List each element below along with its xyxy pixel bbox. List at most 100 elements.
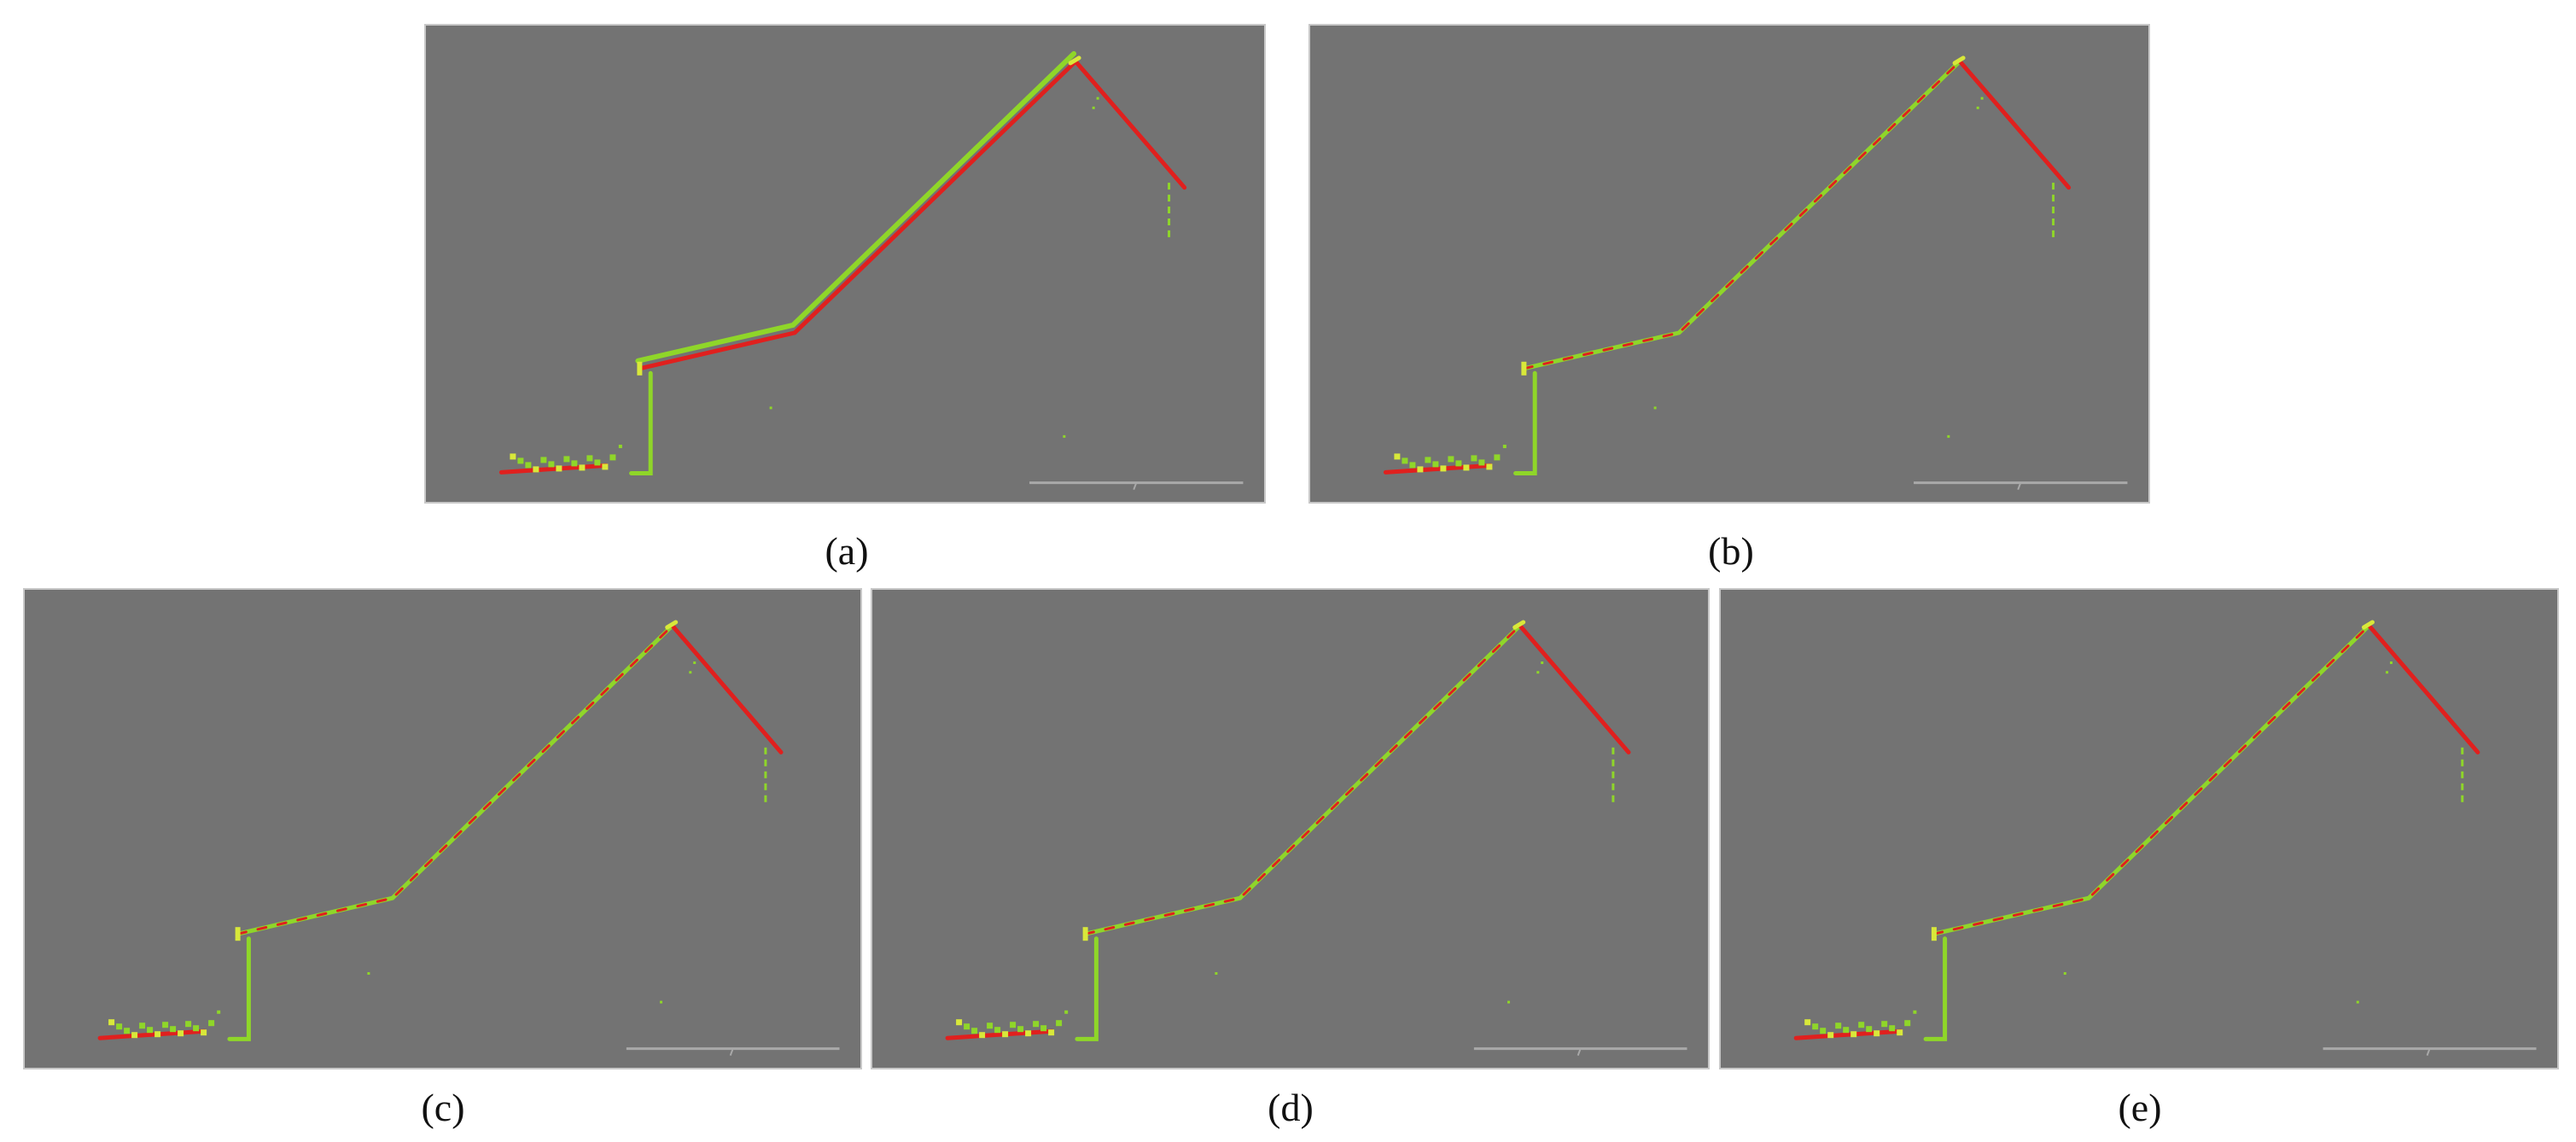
post-point bbox=[1168, 218, 1171, 225]
shrub-point bbox=[1858, 1022, 1865, 1028]
stray-point bbox=[1541, 661, 1544, 664]
scale-bar-tick bbox=[1133, 482, 1138, 491]
ridge-point bbox=[665, 620, 679, 630]
reference-roof-line bbox=[1522, 60, 1961, 370]
post-point bbox=[2461, 747, 2464, 755]
shrub-point bbox=[1463, 464, 1470, 471]
shrub-point bbox=[1486, 463, 1493, 470]
ridge-point bbox=[1952, 55, 1966, 66]
caption-a: (a) bbox=[825, 529, 869, 573]
stray-point bbox=[1092, 106, 1095, 109]
point-cloud-scene bbox=[1793, 620, 2537, 1056]
shrub-point bbox=[1033, 1021, 1040, 1028]
post-point bbox=[764, 771, 767, 778]
stray-point bbox=[1215, 972, 1218, 975]
stray-point bbox=[2390, 661, 2392, 664]
shrub-point bbox=[609, 454, 616, 461]
shrub-point bbox=[525, 462, 532, 469]
shrub-point bbox=[208, 1020, 215, 1027]
stray-point bbox=[2386, 671, 2389, 674]
shrub-point bbox=[1409, 462, 1416, 469]
shrub-point bbox=[1394, 453, 1401, 460]
shrub-point bbox=[116, 1023, 123, 1030]
ridge-point bbox=[1512, 620, 1526, 630]
stray-point bbox=[2063, 972, 2066, 975]
shrub-point bbox=[548, 461, 555, 468]
post-point bbox=[2052, 207, 2055, 213]
shrub-point bbox=[1425, 457, 1431, 463]
panel-b bbox=[1308, 24, 2150, 504]
post-point bbox=[2052, 183, 2055, 190]
post-point bbox=[1168, 230, 1171, 237]
shrub-point bbox=[1843, 1027, 1850, 1034]
post-point bbox=[1168, 195, 1171, 202]
post-point bbox=[1168, 183, 1171, 190]
shrub-point bbox=[1402, 457, 1408, 464]
scale-bar-tick bbox=[1576, 1048, 1582, 1056]
post-point bbox=[2461, 771, 2464, 778]
shrub-point bbox=[1017, 1026, 1024, 1033]
shrub-point bbox=[139, 1023, 146, 1029]
shrub-point bbox=[517, 457, 524, 464]
stray-point bbox=[1947, 434, 1950, 438]
shrub-point bbox=[579, 464, 586, 471]
shrub-point bbox=[131, 1032, 138, 1039]
shrub-point bbox=[147, 1027, 154, 1034]
reference-roof-line bbox=[236, 624, 674, 935]
shrub-point bbox=[1448, 456, 1454, 463]
stray-point bbox=[689, 671, 692, 674]
stray-point bbox=[1096, 96, 1099, 100]
stray-point bbox=[693, 661, 696, 664]
post-point bbox=[2461, 783, 2464, 790]
shrub-point bbox=[193, 1025, 200, 1032]
wall-segment bbox=[1513, 370, 1537, 475]
stray-point bbox=[1064, 1010, 1069, 1014]
shrub-point bbox=[1471, 455, 1477, 462]
stray-point bbox=[1502, 445, 1507, 449]
shrub-point bbox=[1866, 1026, 1873, 1033]
stray-point bbox=[1976, 106, 1979, 109]
scale-bar-tick bbox=[729, 1048, 734, 1056]
post-point bbox=[1611, 747, 1615, 755]
shrub-point bbox=[987, 1023, 994, 1029]
shrub-point bbox=[1478, 459, 1485, 466]
shrub-point bbox=[108, 1019, 115, 1026]
shrub-point bbox=[1827, 1032, 1834, 1039]
shrub-point bbox=[1812, 1023, 1819, 1030]
shrub-point bbox=[1417, 466, 1424, 473]
shrub-point bbox=[979, 1032, 986, 1039]
post-point bbox=[1611, 759, 1615, 766]
panel-e bbox=[1719, 588, 2559, 1069]
shrub-point bbox=[1804, 1019, 1811, 1026]
stray-point bbox=[660, 1000, 663, 1004]
source-roof-line bbox=[236, 623, 675, 936]
reference-roof-line bbox=[637, 58, 1187, 371]
stray-point bbox=[2356, 1000, 2359, 1004]
panel-c bbox=[23, 588, 862, 1069]
shrub-point bbox=[1494, 454, 1501, 461]
reference-roof-line bbox=[670, 623, 784, 755]
scale-bar-tick bbox=[2017, 482, 2022, 491]
shrub-point bbox=[1850, 1031, 1857, 1038]
reference-roof-line bbox=[2367, 623, 2480, 755]
shrub-point bbox=[1048, 1029, 1055, 1036]
shrub-point bbox=[556, 465, 562, 472]
shrub-point bbox=[201, 1029, 207, 1036]
shrub-point bbox=[1835, 1023, 1842, 1029]
shrub-point bbox=[124, 1028, 131, 1034]
post-point bbox=[2461, 795, 2464, 802]
shrub-point bbox=[956, 1019, 963, 1026]
ridge-point bbox=[2362, 620, 2375, 630]
ground-line bbox=[97, 1028, 207, 1040]
shrub-point bbox=[1881, 1021, 1888, 1028]
post-point bbox=[1611, 795, 1615, 802]
post-point bbox=[764, 783, 767, 790]
shrub-point bbox=[1820, 1028, 1827, 1034]
shrub-point bbox=[170, 1026, 177, 1033]
wall-segment bbox=[1075, 936, 1099, 1041]
source-roof-line bbox=[1521, 59, 1962, 371]
shrub-point bbox=[533, 466, 539, 473]
shrub-point bbox=[971, 1028, 978, 1034]
shrub-point bbox=[586, 455, 593, 462]
reference-roof-line bbox=[1518, 623, 1631, 755]
